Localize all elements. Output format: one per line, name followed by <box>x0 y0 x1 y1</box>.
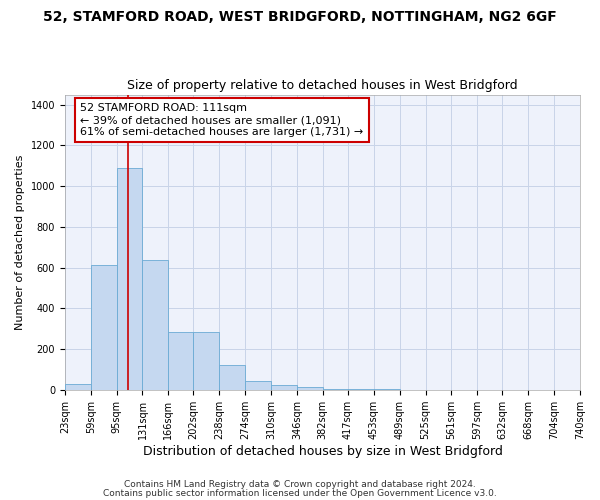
Text: 52 STAMFORD ROAD: 111sqm
← 39% of detached houses are smaller (1,091)
61% of sem: 52 STAMFORD ROAD: 111sqm ← 39% of detach… <box>80 104 364 136</box>
Bar <box>297 386 323 390</box>
Bar <box>65 384 91 390</box>
X-axis label: Distribution of detached houses by size in West Bridgford: Distribution of detached houses by size … <box>143 444 502 458</box>
Title: Size of property relative to detached houses in West Bridgford: Size of property relative to detached ho… <box>127 79 518 92</box>
Bar <box>142 260 167 390</box>
Text: Contains public sector information licensed under the Open Government Licence v3: Contains public sector information licen… <box>103 488 497 498</box>
Bar <box>323 388 348 390</box>
Bar <box>167 332 193 390</box>
Bar <box>91 264 116 390</box>
Bar <box>220 366 245 390</box>
Bar <box>245 380 271 390</box>
Bar <box>193 332 220 390</box>
Text: Contains HM Land Registry data © Crown copyright and database right 2024.: Contains HM Land Registry data © Crown c… <box>124 480 476 489</box>
Bar <box>116 168 142 390</box>
Bar <box>348 389 374 390</box>
Bar <box>271 384 297 390</box>
Y-axis label: Number of detached properties: Number of detached properties <box>15 154 25 330</box>
Text: 52, STAMFORD ROAD, WEST BRIDGFORD, NOTTINGHAM, NG2 6GF: 52, STAMFORD ROAD, WEST BRIDGFORD, NOTTI… <box>43 10 557 24</box>
